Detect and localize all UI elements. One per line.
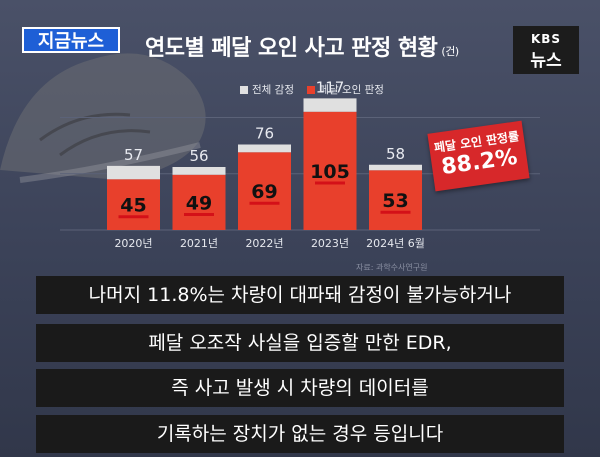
- source-note: 자료: 과학수사연구원: [356, 263, 428, 272]
- live-news-badge: 지금뉴스: [22, 27, 120, 53]
- shoe-photo: [0, 53, 206, 183]
- data-label-total: 57: [124, 146, 143, 164]
- bar-total: [107, 165, 160, 180]
- legend-swatch-pedal: [307, 86, 316, 94]
- subtitle-line-3: 즉 사고 발생 시 차량의 데이터를: [36, 369, 564, 407]
- data-label-total: 56: [189, 147, 208, 165]
- x-tick-label: 2021년: [180, 237, 218, 250]
- bar-pedal: [172, 174, 226, 230]
- legend-item-total: 전체 감정: [240, 84, 294, 96]
- x-tick-label: 2024년 6월: [366, 237, 425, 250]
- legend-swatch-total: [240, 86, 248, 94]
- data-label-total: 117: [316, 78, 345, 96]
- legend-item-pedal: 페달 오인 판정: [307, 84, 384, 96]
- data-label-pedal: 69: [251, 181, 277, 203]
- x-tick-label: 2023년: [311, 237, 349, 250]
- data-label-pedal: 49: [186, 192, 212, 214]
- bar-total: [172, 167, 226, 175]
- subtitle-line-4: 기록하는 장치가 없는 경우 등입니다: [36, 415, 564, 453]
- x-tick-label: 2020년: [114, 237, 152, 250]
- x-tick-label: 2022년: [245, 237, 283, 250]
- data-label-pedal: 45: [120, 195, 146, 217]
- data-label-total: 58: [386, 145, 405, 163]
- kbs-news-logo: KBS 뉴스: [513, 26, 579, 74]
- chart-title-text: 연도별 페달 오인 사고 판정 현황: [145, 36, 438, 61]
- subtitle-line-1: 나머지 11.8%는 차량이 대파돼 감정이 불가능하거나: [36, 276, 564, 314]
- data-label-pedal: 53: [382, 190, 408, 212]
- data-label-total: 76: [255, 125, 274, 143]
- bar-pedal: [107, 179, 160, 230]
- bar-total: [238, 144, 291, 153]
- bar-pedal: [303, 111, 357, 230]
- chart-title: 연도별 페달 오인 사고 판정 현황 (건): [145, 30, 459, 62]
- logo-line2: 뉴스: [530, 51, 562, 71]
- chart-legend: 전체 감정 페달 오인 판정: [240, 82, 394, 97]
- bar-total: [303, 98, 357, 112]
- bar-total: [369, 164, 422, 171]
- bar-pedal: [369, 170, 422, 230]
- logo-line1: KBS: [530, 32, 562, 46]
- bar-pedal: [238, 152, 291, 230]
- legend-label-total: 전체 감정: [252, 84, 294, 96]
- subtitle-line-2: 페달 오조작 사실을 입증할 만한 EDR,: [36, 324, 564, 362]
- chart-title-unit: (건): [441, 45, 459, 58]
- data-label-pedal: 105: [310, 161, 350, 183]
- legend-label-pedal: 페달 오인 판정: [319, 84, 384, 96]
